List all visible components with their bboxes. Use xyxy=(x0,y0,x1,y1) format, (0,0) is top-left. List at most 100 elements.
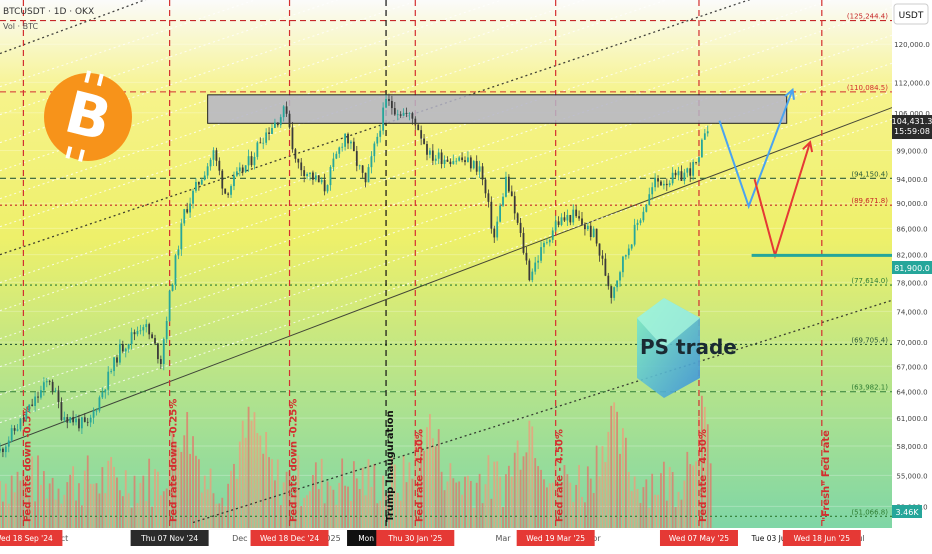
volume-bar xyxy=(420,429,423,528)
volume-bar xyxy=(203,475,206,528)
candle-body xyxy=(671,172,674,184)
candle-body xyxy=(341,146,344,148)
candle-body xyxy=(60,402,63,421)
volume-bar xyxy=(589,478,592,528)
volume-bar xyxy=(25,477,28,528)
candle-body xyxy=(674,172,677,176)
volume-bar xyxy=(677,491,680,528)
volume-bar xyxy=(180,451,183,528)
candle-body xyxy=(449,161,452,165)
time-axis-label: Dec xyxy=(232,534,247,543)
candle-body xyxy=(113,357,115,372)
candle-body xyxy=(379,130,382,137)
candle-body xyxy=(627,248,630,256)
candle-body xyxy=(560,217,563,225)
volume-bar xyxy=(355,478,358,528)
candle-body xyxy=(40,390,42,398)
candle-body xyxy=(692,161,695,176)
candle-body xyxy=(189,203,191,213)
candle-body xyxy=(554,221,557,231)
volume-bar xyxy=(648,507,651,528)
volume-bar xyxy=(110,457,113,528)
volume-bar xyxy=(434,446,437,528)
candle-body xyxy=(648,194,651,205)
volume-bar xyxy=(323,503,326,528)
candle-body xyxy=(320,180,323,183)
volume-bar xyxy=(507,465,510,528)
price-tick-label: 86,000.0 xyxy=(896,225,927,233)
volume-bar xyxy=(598,476,601,528)
candle-body xyxy=(350,141,352,144)
volume-bar xyxy=(95,483,98,528)
volume-bar xyxy=(326,481,329,528)
volume-bar xyxy=(72,466,75,528)
watermark-text: PS trade xyxy=(640,335,737,359)
candle-body xyxy=(522,232,525,253)
volume-bar xyxy=(154,469,156,528)
candle-body xyxy=(367,167,370,183)
candle-body xyxy=(622,256,624,273)
volume-bar xyxy=(86,455,89,528)
volume-bar xyxy=(402,455,405,528)
candle-body xyxy=(434,158,437,161)
volume-bar xyxy=(601,446,604,528)
candle-body xyxy=(660,181,662,186)
candle-body xyxy=(446,159,449,162)
resistance-zone[interactable] xyxy=(207,94,788,124)
time-axis-highlight-label: Tue 03 Jun '25 xyxy=(751,534,805,543)
channel-grid-line xyxy=(0,0,586,200)
candle-body xyxy=(69,417,72,423)
candle-body xyxy=(645,204,648,212)
volume-bar xyxy=(78,483,80,528)
volume-bar xyxy=(142,475,145,528)
volume-bar xyxy=(692,465,695,528)
currency-button[interactable]: USDT xyxy=(893,3,929,25)
volume-bar xyxy=(481,503,484,528)
candle-body xyxy=(706,131,709,134)
volume-bar xyxy=(651,473,654,528)
volume-bar xyxy=(595,445,598,528)
candle-body xyxy=(388,98,390,101)
volume-bar xyxy=(604,462,607,528)
support-price-value: 81,900.0 xyxy=(894,264,930,273)
candle-body xyxy=(168,290,171,322)
volume-bar xyxy=(34,501,36,528)
event-label: Fed rate down -0.5% xyxy=(22,406,33,522)
candle-body xyxy=(352,141,355,152)
candle-body xyxy=(469,157,472,169)
volume-bar xyxy=(113,466,115,528)
volume-bar xyxy=(75,500,77,528)
volume-bar xyxy=(560,482,563,528)
candle-body xyxy=(592,228,595,237)
candle-body xyxy=(584,224,586,230)
volume-bar xyxy=(230,470,232,528)
volume-bar xyxy=(200,492,203,528)
candle-body xyxy=(665,183,668,186)
volume-bar xyxy=(22,471,25,528)
trend-channel-line[interactable] xyxy=(0,107,893,447)
volume-bar xyxy=(0,481,1,528)
trend-channel-line[interactable] xyxy=(192,299,893,524)
candle-body xyxy=(364,172,367,183)
candle-body xyxy=(16,429,19,431)
volume-bar xyxy=(66,482,69,528)
candle-body xyxy=(253,156,256,166)
event-label: Fed rate down -0.25% xyxy=(289,399,300,522)
volume-bar xyxy=(657,494,659,528)
volume-bar xyxy=(680,499,683,528)
volume-bar xyxy=(10,475,13,528)
volume-bar xyxy=(89,483,92,528)
candle-body xyxy=(510,191,513,197)
volume-bar xyxy=(706,424,709,528)
candle-body xyxy=(48,381,51,383)
resistance-zone-group[interactable] xyxy=(207,94,788,124)
volume-bar xyxy=(133,475,136,528)
volume-bar xyxy=(352,461,355,528)
projection-blue-path[interactable] xyxy=(718,89,794,210)
candle-body xyxy=(338,147,341,154)
volume-bar xyxy=(69,474,72,528)
volume-bar xyxy=(531,426,534,528)
candle-body xyxy=(347,133,349,144)
candle-body xyxy=(426,143,428,155)
